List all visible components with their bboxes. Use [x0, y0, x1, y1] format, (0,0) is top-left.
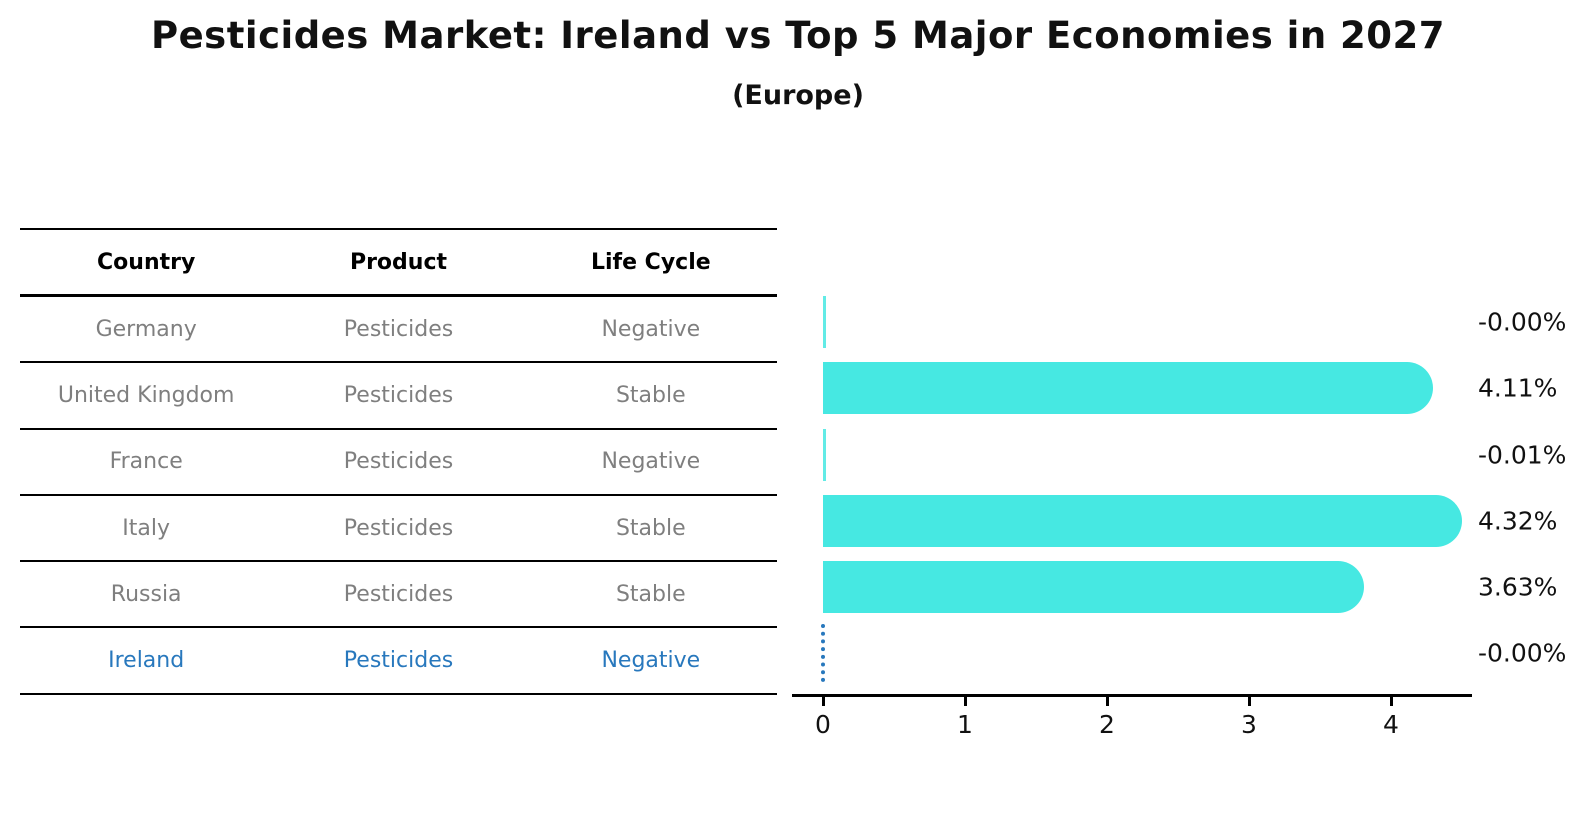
bar-value-label-germany: -0.00%	[1478, 307, 1567, 337]
cell-country: United Kingdom	[57, 382, 235, 408]
cell-country: France	[109, 449, 183, 475]
header-cell-country: Country	[97, 249, 196, 275]
table-row: France Pesticides Negative	[20, 430, 777, 496]
table-row: Germany Pesticides Negative	[20, 297, 777, 364]
header-cell-life-cycle: Life Cycle	[590, 249, 711, 275]
bar-united-kingdom	[823, 362, 1433, 415]
x-tick	[1105, 697, 1109, 706]
bar-france	[823, 428, 826, 481]
cell-life-cycle: Negative	[601, 648, 701, 674]
bar-value-label-russia: 3.63%	[1478, 572, 1558, 602]
cell-life-cycle: Negative	[601, 316, 701, 342]
bar-value-label-ireland: -0.00%	[1478, 638, 1567, 668]
x-tick-label: 0	[815, 710, 831, 739]
cell-life-cycle: Stable	[615, 515, 686, 541]
cell-product: Pesticides	[343, 581, 454, 607]
x-axis	[792, 694, 1472, 697]
cell-product: Pesticides	[343, 648, 454, 674]
bar-value-label-france: -0.01%	[1478, 440, 1567, 469]
bar-value-label-italy: 4.32%	[1478, 506, 1558, 536]
country-table: Country Product Life Cycle Germany Pesti…	[20, 228, 777, 695]
bar-value-label-united-kingdom: 4.11%	[1478, 373, 1558, 403]
x-tick	[1389, 697, 1393, 706]
cell-life-cycle: Negative	[601, 449, 701, 475]
x-tick-label: 3	[1241, 710, 1257, 739]
table-header-row: Country Product Life Cycle	[20, 230, 777, 297]
cell-life-cycle: Stable	[615, 581, 686, 607]
cell-product: Pesticides	[343, 316, 454, 342]
cell-life-cycle: Stable	[615, 382, 686, 408]
bar-russia	[823, 560, 1365, 613]
x-tick	[1247, 697, 1251, 706]
x-tick	[963, 697, 967, 706]
cell-country: Ireland	[108, 648, 185, 674]
cell-product: Pesticides	[343, 515, 454, 541]
bar-italy	[823, 494, 1463, 547]
cell-product: Pesticides	[343, 449, 454, 475]
table-row: United Kingdom Pesticides Stable	[20, 363, 777, 430]
chart-subtitle: (Europe)	[732, 80, 864, 111]
x-tick-label: 2	[1099, 710, 1115, 739]
cell-country: Italy	[122, 515, 171, 541]
x-tick	[821, 697, 825, 706]
table-row: Russia Pesticides Stable	[20, 562, 777, 629]
cell-product: Pesticides	[343, 382, 454, 408]
chart-title: Pesticides Market: Ireland vs Top 5 Majo…	[150, 14, 1446, 57]
x-tick-label: 1	[957, 710, 973, 739]
table-row-highlight-ireland: Ireland Pesticides Negative	[20, 628, 777, 695]
x-tick-label: 4	[1383, 710, 1399, 739]
bar-germany	[823, 296, 826, 349]
cell-country: Germany	[95, 316, 197, 342]
table-row: Italy Pesticides Stable	[20, 496, 777, 563]
cell-country: Russia	[110, 581, 182, 607]
bar-ireland	[821, 624, 825, 683]
header-cell-product: Product	[349, 249, 448, 275]
